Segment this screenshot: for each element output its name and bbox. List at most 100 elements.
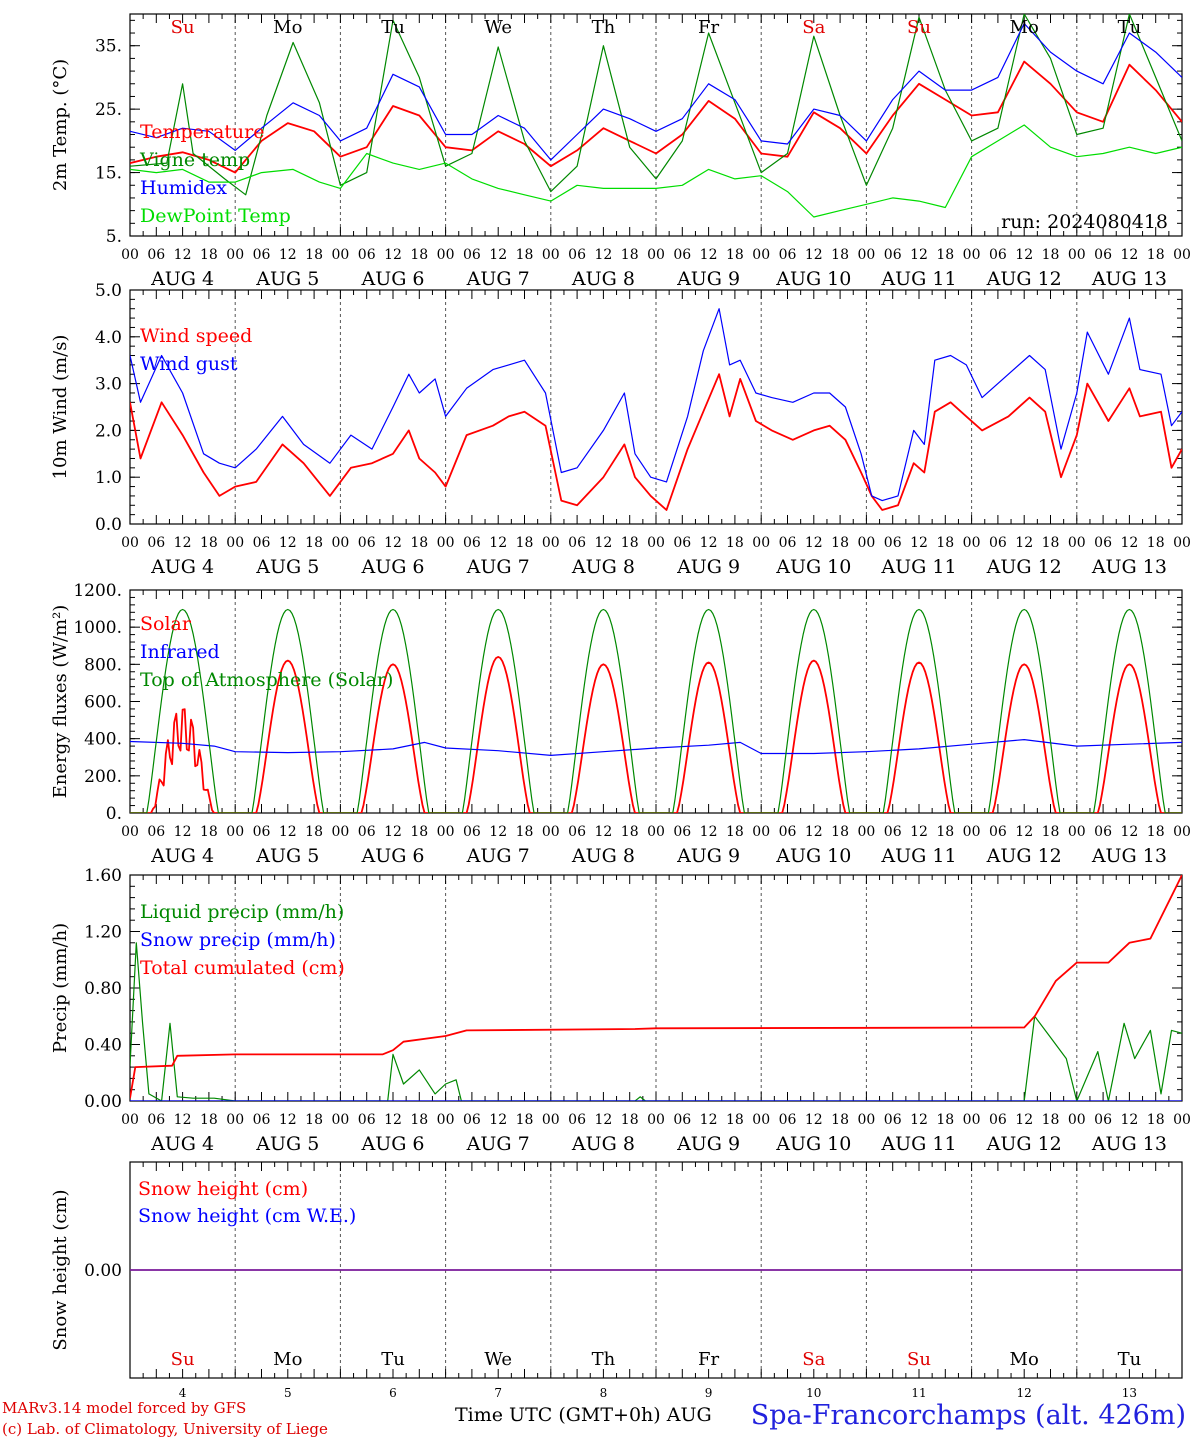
weekday-label: Sa (802, 1349, 825, 1370)
weekday-label: Su (171, 1349, 195, 1370)
hour-label: 18 (936, 535, 954, 551)
y-axis-label: Snow height (cm) (50, 1189, 71, 1350)
hour-label: 00 (1068, 824, 1086, 840)
y-tick-label: 1.60 (84, 866, 122, 886)
y-tick-label: 1200. (73, 581, 122, 601)
hour-label: 06 (989, 535, 1007, 551)
hour-label: 18 (1147, 1112, 1165, 1128)
hour-label: 00 (752, 535, 770, 551)
hour-label: 18 (516, 247, 534, 263)
hour-label: 06 (1094, 1112, 1112, 1128)
series-line-wind-gust (130, 308, 1182, 502)
lab-credit: (c) Lab. of Climatology, University of L… (2, 1420, 328, 1438)
weekday-label: Tu (381, 1349, 405, 1370)
y-tick-label: 2.0 (95, 421, 122, 441)
hour-label: 12 (279, 535, 297, 551)
hour-label: 00 (1068, 535, 1086, 551)
date-label: AUG 10 (775, 556, 851, 578)
hour-label: 18 (305, 535, 323, 551)
date-label: AUG 11 (880, 556, 956, 578)
date-label: AUG 8 (571, 1133, 635, 1155)
y-axis-label: Precip (mm/h) (50, 923, 71, 1053)
date-label: AUG 13 (1091, 556, 1167, 578)
hour-label: 06 (147, 247, 165, 263)
date-label: AUG 11 (880, 268, 956, 290)
y-tick-label: 4.0 (95, 328, 122, 348)
day-number-label: 10 (806, 1386, 821, 1400)
model-credit: MARv3.14 model forced by GFS (2, 1399, 247, 1417)
panel-2: 0.0 1.0 2.0 3.0 4.0 5.0 10m Wind (m/s) 00 06 12 18… (50, 281, 1191, 578)
hour-label: 12 (384, 535, 402, 551)
weekday-label: Tu (381, 17, 405, 38)
hour-label: 18 (1147, 535, 1165, 551)
legend-entry: Top of Atmosphere (Solar) (140, 669, 393, 691)
hour-label: 06 (147, 535, 165, 551)
y-tick-label: 1000. (73, 618, 122, 638)
hour-label: 12 (1120, 1112, 1138, 1128)
day-number-label: 6 (389, 1386, 397, 1400)
weekday-label: We (484, 1349, 512, 1370)
hour-label: 00 (647, 824, 665, 840)
hour-label: 12 (174, 824, 192, 840)
hour-label: 06 (779, 247, 797, 263)
y-tick-label: 0.40 (84, 1036, 122, 1056)
date-label: AUG 8 (571, 845, 635, 867)
hour-label: 06 (568, 247, 586, 263)
hour-label: 18 (200, 824, 218, 840)
hour-label: 00 (331, 535, 349, 551)
hour-label: 06 (253, 535, 271, 551)
hour-label: 12 (279, 1112, 297, 1128)
date-label: AUG 10 (775, 845, 851, 867)
hour-label: 00 (1173, 1112, 1191, 1128)
hour-label: 06 (673, 1112, 691, 1128)
hour-label: 00 (647, 535, 665, 551)
hour-label: 00 (437, 1112, 455, 1128)
hour-label: 00 (1173, 824, 1191, 840)
hour-label: 00 (963, 247, 981, 263)
hour-label: 12 (489, 247, 507, 263)
hour-label: 06 (568, 1112, 586, 1128)
hour-label: 18 (831, 535, 849, 551)
y-axis-label: 2m Temp. (°C) (50, 59, 71, 191)
y-tick-label: 0.00 (84, 1092, 122, 1112)
date-label: AUG 12 (986, 268, 1062, 290)
hour-label: 18 (936, 1112, 954, 1128)
hour-label: 06 (463, 824, 481, 840)
legend-entry: Vigne temp (139, 149, 250, 171)
day-number-label: 7 (494, 1386, 502, 1400)
weekday-label: Su (171, 17, 195, 38)
legend-entry: Wind speed (140, 325, 252, 347)
hour-label: 00 (331, 1112, 349, 1128)
hour-label: 12 (805, 535, 823, 551)
hour-label: 12 (594, 1112, 612, 1128)
hour-label: 12 (489, 824, 507, 840)
hour-label: 06 (884, 824, 902, 840)
y-tick-label: 0. (106, 804, 122, 824)
hour-label: 00 (226, 824, 244, 840)
weekday-label: Th (592, 1349, 616, 1370)
hour-label: 18 (516, 535, 534, 551)
hour-label: 06 (358, 535, 376, 551)
hour-label: 12 (489, 535, 507, 551)
date-label: AUG 10 (775, 268, 851, 290)
hour-label: 12 (700, 824, 718, 840)
hour-label: 00 (752, 824, 770, 840)
hour-label: 18 (410, 247, 428, 263)
date-label: AUG 9 (676, 556, 740, 578)
date-label: AUG 4 (150, 556, 214, 578)
y-axis-label: Energy fluxes (W/m²) (50, 605, 71, 799)
date-label: AUG 9 (676, 845, 740, 867)
date-label: AUG 11 (880, 1133, 956, 1155)
date-label: AUG 5 (255, 268, 319, 290)
hour-label: 00 (963, 535, 981, 551)
hour-label: 00 (437, 535, 455, 551)
hour-label: 18 (936, 247, 954, 263)
hour-label: 06 (568, 824, 586, 840)
hour-label: 12 (700, 535, 718, 551)
date-label: AUG 13 (1091, 268, 1167, 290)
hour-label: 06 (358, 247, 376, 263)
hour-label: 12 (279, 824, 297, 840)
hour-label: 18 (831, 247, 849, 263)
weekday-label: Sa (802, 17, 825, 38)
y-tick-label: 800. (84, 655, 122, 675)
